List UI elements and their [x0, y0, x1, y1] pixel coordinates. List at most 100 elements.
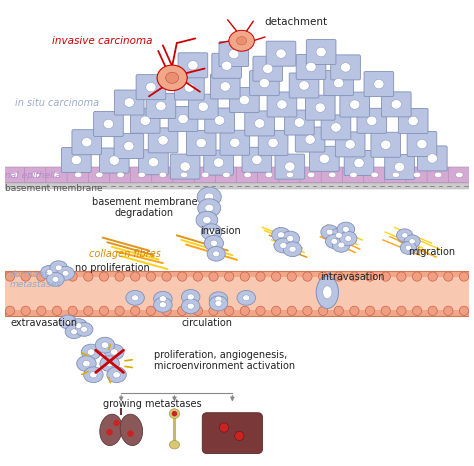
Ellipse shape — [330, 228, 348, 242]
FancyBboxPatch shape — [186, 130, 216, 156]
Ellipse shape — [326, 229, 333, 235]
Ellipse shape — [154, 291, 172, 306]
FancyBboxPatch shape — [88, 167, 110, 183]
Ellipse shape — [59, 315, 77, 329]
Ellipse shape — [408, 116, 419, 126]
FancyBboxPatch shape — [357, 108, 387, 133]
FancyBboxPatch shape — [371, 132, 401, 157]
Ellipse shape — [350, 100, 360, 109]
Ellipse shape — [427, 154, 438, 163]
Ellipse shape — [287, 236, 294, 241]
Ellipse shape — [215, 301, 222, 306]
Ellipse shape — [124, 141, 134, 151]
Ellipse shape — [159, 302, 166, 308]
Ellipse shape — [334, 78, 344, 88]
Circle shape — [52, 272, 62, 281]
FancyBboxPatch shape — [62, 148, 91, 172]
Circle shape — [412, 306, 422, 315]
FancyBboxPatch shape — [205, 108, 235, 133]
FancyBboxPatch shape — [321, 115, 351, 140]
Ellipse shape — [178, 114, 188, 123]
Circle shape — [100, 306, 109, 315]
FancyBboxPatch shape — [178, 53, 208, 78]
FancyBboxPatch shape — [296, 55, 326, 80]
Ellipse shape — [81, 327, 88, 332]
Ellipse shape — [182, 299, 200, 314]
Circle shape — [381, 306, 391, 315]
Ellipse shape — [221, 61, 232, 70]
Circle shape — [21, 272, 30, 281]
Circle shape — [303, 306, 312, 315]
FancyBboxPatch shape — [114, 134, 144, 158]
FancyBboxPatch shape — [331, 55, 360, 80]
FancyBboxPatch shape — [146, 94, 176, 118]
FancyBboxPatch shape — [266, 41, 296, 66]
Ellipse shape — [392, 172, 400, 178]
Circle shape — [5, 306, 15, 315]
Ellipse shape — [169, 440, 180, 449]
Circle shape — [209, 272, 218, 281]
Ellipse shape — [345, 140, 356, 149]
Ellipse shape — [75, 322, 93, 336]
FancyBboxPatch shape — [306, 40, 336, 64]
Ellipse shape — [277, 232, 284, 238]
Ellipse shape — [57, 267, 74, 280]
Ellipse shape — [196, 138, 206, 148]
FancyBboxPatch shape — [284, 110, 314, 135]
Ellipse shape — [299, 81, 309, 90]
Ellipse shape — [308, 172, 315, 178]
Circle shape — [131, 272, 140, 281]
Circle shape — [5, 272, 15, 281]
Ellipse shape — [213, 158, 224, 167]
FancyBboxPatch shape — [344, 151, 374, 176]
Ellipse shape — [268, 138, 278, 148]
Bar — [5, 183, 469, 189]
Ellipse shape — [204, 235, 223, 251]
Ellipse shape — [215, 296, 222, 302]
Text: circulation: circulation — [182, 318, 232, 329]
Circle shape — [334, 306, 343, 315]
Ellipse shape — [11, 172, 18, 178]
FancyBboxPatch shape — [194, 167, 216, 183]
Circle shape — [162, 272, 171, 281]
FancyBboxPatch shape — [289, 73, 319, 98]
FancyBboxPatch shape — [72, 130, 101, 155]
Ellipse shape — [84, 367, 103, 383]
Ellipse shape — [337, 222, 355, 236]
Circle shape — [225, 272, 234, 281]
FancyBboxPatch shape — [152, 167, 174, 183]
FancyBboxPatch shape — [406, 167, 428, 183]
Circle shape — [350, 272, 359, 281]
Ellipse shape — [166, 72, 179, 83]
Ellipse shape — [146, 82, 156, 92]
Ellipse shape — [105, 344, 124, 360]
Ellipse shape — [205, 193, 214, 201]
FancyBboxPatch shape — [295, 127, 325, 152]
Ellipse shape — [209, 296, 228, 311]
Text: no proliferation: no proliferation — [75, 263, 150, 273]
Bar — [5, 271, 469, 316]
Text: collagen fibres: collagen fibres — [89, 249, 161, 259]
FancyBboxPatch shape — [242, 147, 272, 172]
FancyBboxPatch shape — [138, 150, 168, 175]
Ellipse shape — [180, 162, 190, 171]
Ellipse shape — [208, 229, 215, 235]
Ellipse shape — [331, 239, 337, 244]
Ellipse shape — [286, 172, 293, 178]
FancyBboxPatch shape — [398, 109, 428, 133]
Text: detachment: detachment — [265, 17, 328, 27]
Ellipse shape — [223, 172, 230, 178]
Ellipse shape — [55, 265, 62, 271]
Circle shape — [209, 306, 218, 315]
FancyBboxPatch shape — [168, 106, 198, 131]
Ellipse shape — [124, 98, 134, 107]
Bar — [5, 167, 469, 183]
FancyBboxPatch shape — [131, 167, 153, 183]
FancyBboxPatch shape — [210, 74, 240, 99]
Circle shape — [381, 272, 391, 281]
FancyBboxPatch shape — [300, 167, 322, 183]
Circle shape — [319, 306, 328, 315]
Ellipse shape — [169, 409, 180, 418]
FancyBboxPatch shape — [114, 90, 144, 115]
Ellipse shape — [184, 83, 194, 92]
